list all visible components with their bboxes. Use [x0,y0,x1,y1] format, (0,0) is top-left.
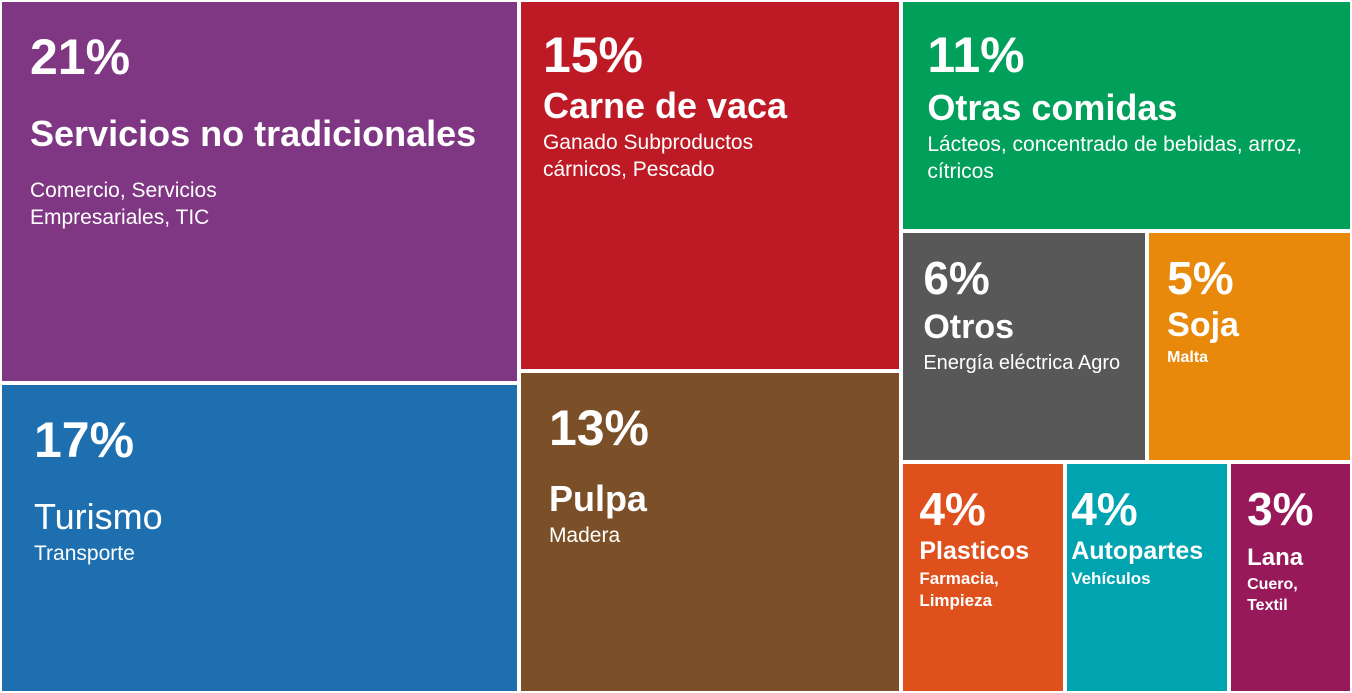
tile-name: Carne de vaca [542,85,788,126]
tile-description: Madera [548,524,621,548]
tile-percent: 4% [1071,483,1138,535]
tile-percent: 11% [927,27,1025,83]
tile-percent: 13% [548,400,650,457]
tile-percent: 21% [30,29,131,85]
tile: 15% Carne de vaca Ganado Subproductos cárn… [520,2,900,370]
tile-description: Malta [1167,348,1209,366]
tile-description: Farmacia, Limpieza [919,569,999,611]
tile-percent: 4% [919,483,986,535]
tile: 21% Servicios no tradicionales Comercio, S… [2,2,517,381]
tile: 17% Turismo Transporte [2,384,517,691]
tile-name: Lana [1247,544,1304,571]
tile-name: Servicios no tradicionales [30,113,477,154]
tile: 6% Otros Energía eléctrica Agro [903,233,1146,460]
tile-description: Vehículos [1071,569,1151,588]
tile-name: Turismo [34,495,163,537]
tile-description: Transporte [34,542,135,566]
tile-name: Plasticos [919,537,1030,565]
tile-percent: 6% [923,252,990,304]
tile-percent: 5% [1167,252,1234,304]
tile-description: Energía eléctrica Agro [923,351,1121,374]
tile-name: Otros [923,308,1015,346]
tile: 5% Soja Malta [1149,233,1350,460]
tile-name: Soja [1167,306,1239,344]
tile: 11% Otras comidas Lácteos, concentrado de … [903,2,1350,229]
tile-description: Comercio, Servicios Empresariales, TIC [30,179,217,230]
tile: 3% Lana Cuero, Textil [1231,464,1350,691]
tile: 4% Autopartes Vehículos [1067,464,1228,691]
tile: 13% Pulpa Madera [520,373,900,691]
tile-name: Autopartes [1071,537,1204,565]
tile-percent: 3% [1247,483,1314,535]
tile-name: Pulpa [548,478,647,520]
tile-description: Lácteos, concentrado de bebidas, arroz, … [927,133,1303,184]
tile-name: Otras comidas [927,87,1178,128]
tile: 4% Plasticos Farmacia, Limpieza [903,464,1064,691]
tile-percent: 15% [542,27,644,83]
tile-percent: 17% [34,411,135,468]
tile-description: Cuero, Textil [1247,575,1298,614]
tile-description: Ganado Subproductos cárnicos, Pescado [542,131,754,182]
